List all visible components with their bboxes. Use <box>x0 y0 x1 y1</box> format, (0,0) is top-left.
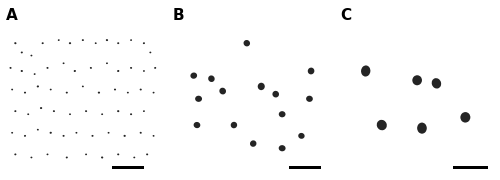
Ellipse shape <box>117 154 119 155</box>
Ellipse shape <box>20 70 23 72</box>
Ellipse shape <box>143 110 145 112</box>
Ellipse shape <box>62 62 64 64</box>
Ellipse shape <box>69 113 71 115</box>
Ellipse shape <box>50 132 52 134</box>
Ellipse shape <box>10 67 12 69</box>
Ellipse shape <box>117 70 119 72</box>
Ellipse shape <box>130 67 132 69</box>
Ellipse shape <box>361 66 370 76</box>
Ellipse shape <box>194 122 200 128</box>
Ellipse shape <box>250 140 256 147</box>
Ellipse shape <box>117 110 119 112</box>
Ellipse shape <box>58 39 59 41</box>
Ellipse shape <box>190 73 197 79</box>
Ellipse shape <box>377 120 387 130</box>
Ellipse shape <box>140 89 142 91</box>
Ellipse shape <box>106 39 108 41</box>
Ellipse shape <box>130 113 132 115</box>
Ellipse shape <box>150 52 152 53</box>
Ellipse shape <box>306 96 313 102</box>
Ellipse shape <box>20 51 23 53</box>
Ellipse shape <box>24 92 26 94</box>
Ellipse shape <box>432 78 441 89</box>
Ellipse shape <box>36 86 39 87</box>
Ellipse shape <box>244 40 250 46</box>
Ellipse shape <box>14 110 16 112</box>
Ellipse shape <box>106 62 108 64</box>
Ellipse shape <box>143 70 145 72</box>
Ellipse shape <box>42 42 43 44</box>
Ellipse shape <box>14 154 16 155</box>
Ellipse shape <box>90 67 92 69</box>
Ellipse shape <box>258 83 265 90</box>
Ellipse shape <box>417 123 427 134</box>
Ellipse shape <box>130 39 132 41</box>
Ellipse shape <box>14 42 16 44</box>
Ellipse shape <box>66 92 68 94</box>
Ellipse shape <box>24 135 26 137</box>
Ellipse shape <box>308 68 314 74</box>
Ellipse shape <box>74 70 76 72</box>
Ellipse shape <box>140 132 141 134</box>
Ellipse shape <box>40 107 42 109</box>
Ellipse shape <box>50 89 51 90</box>
Ellipse shape <box>92 135 94 137</box>
Ellipse shape <box>114 89 116 91</box>
Ellipse shape <box>98 92 100 94</box>
Ellipse shape <box>298 133 304 139</box>
Ellipse shape <box>30 157 32 158</box>
Ellipse shape <box>143 42 145 44</box>
Ellipse shape <box>279 111 285 117</box>
Ellipse shape <box>85 154 87 155</box>
Ellipse shape <box>46 67 48 69</box>
Text: B: B <box>173 8 184 22</box>
Ellipse shape <box>108 132 110 134</box>
Ellipse shape <box>46 154 48 155</box>
Ellipse shape <box>82 39 84 41</box>
Ellipse shape <box>53 110 55 112</box>
Ellipse shape <box>11 89 13 90</box>
Ellipse shape <box>76 132 78 134</box>
Ellipse shape <box>152 135 154 137</box>
Bar <box>452 166 488 169</box>
Ellipse shape <box>62 135 64 137</box>
Ellipse shape <box>195 96 202 102</box>
Ellipse shape <box>278 145 285 151</box>
Ellipse shape <box>124 135 126 137</box>
Ellipse shape <box>34 73 35 75</box>
Ellipse shape <box>154 67 156 69</box>
Ellipse shape <box>37 129 39 130</box>
Ellipse shape <box>101 113 103 115</box>
Ellipse shape <box>117 42 119 44</box>
Ellipse shape <box>412 75 422 85</box>
Ellipse shape <box>152 92 154 93</box>
Ellipse shape <box>28 113 29 115</box>
Ellipse shape <box>272 91 279 97</box>
Ellipse shape <box>11 132 13 134</box>
Ellipse shape <box>208 75 214 82</box>
Ellipse shape <box>146 154 148 155</box>
Ellipse shape <box>66 157 68 158</box>
Bar <box>112 166 144 169</box>
Ellipse shape <box>134 157 135 158</box>
Text: A: A <box>6 8 18 22</box>
Ellipse shape <box>82 86 84 87</box>
Ellipse shape <box>69 42 71 44</box>
Ellipse shape <box>95 42 96 44</box>
Ellipse shape <box>230 122 237 128</box>
Ellipse shape <box>220 88 226 94</box>
Bar <box>288 166 320 169</box>
Ellipse shape <box>30 55 32 56</box>
Ellipse shape <box>101 156 103 159</box>
Ellipse shape <box>460 112 470 123</box>
Ellipse shape <box>127 92 129 93</box>
Text: C: C <box>340 8 351 22</box>
Ellipse shape <box>85 110 87 112</box>
